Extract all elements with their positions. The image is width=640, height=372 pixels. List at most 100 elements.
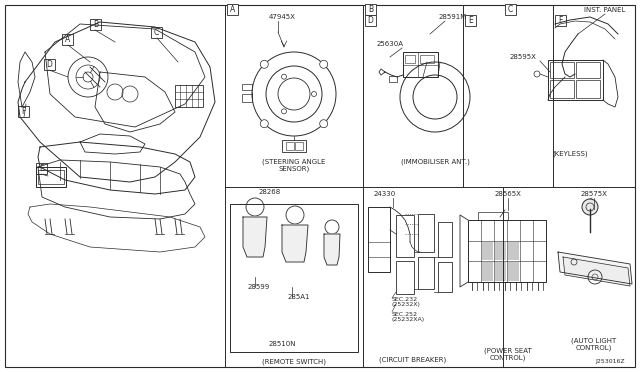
Text: F: F [558,16,563,25]
Bar [286,142,294,150]
Bar [38,170,64,184]
Text: SEC.252
(25232XA): SEC.252 (25232XA) [392,312,425,323]
Bar [230,204,358,352]
Circle shape [282,74,287,79]
Bar [396,261,414,294]
Text: B: B [93,20,98,29]
Circle shape [282,109,287,114]
Bar [36,167,66,187]
Circle shape [260,60,268,68]
Polygon shape [282,225,308,262]
Bar [482,262,493,281]
Text: (POWER SEAT
CONTROL): (POWER SEAT CONTROL) [484,347,532,361]
Text: (CIRCUIT BREAKER): (CIRCUIT BREAKER) [380,357,447,363]
Text: (AUTO LIGHT
CONTROL): (AUTO LIGHT CONTROL) [572,337,616,351]
Text: E: E [468,16,473,25]
Bar [482,242,493,260]
Text: C: C [508,5,513,14]
Bar [420,55,434,63]
Text: SEC.232
(25232X): SEC.232 (25232X) [392,296,421,307]
Text: J253016Z: J253016Z [595,359,625,365]
Circle shape [320,60,328,68]
Bar [287,253,299,261]
Text: A: A [65,35,70,44]
Bar [495,242,506,260]
Bar [555,15,566,26]
Text: 28599: 28599 [248,284,270,290]
Bar [286,230,304,239]
Bar [151,27,162,38]
Bar [508,262,519,281]
Bar [286,242,304,251]
Text: (REMOTE SWITCH): (REMOTE SWITCH) [262,359,326,365]
Text: (KEYLESS): (KEYLESS) [552,151,588,157]
Text: F: F [21,107,26,116]
Bar [576,80,600,98]
Text: 28510N: 28510N [268,341,296,347]
Bar [326,251,338,258]
Text: D: D [47,60,52,69]
Bar [18,106,29,117]
Text: A: A [230,5,235,14]
Text: 28595X: 28595X [509,54,536,60]
Bar [36,163,47,174]
Bar [405,55,415,63]
Bar [368,207,390,272]
Bar [282,140,306,152]
Text: 25630A: 25630A [376,41,403,47]
Bar [465,15,476,26]
Circle shape [320,120,328,128]
Bar [438,222,452,257]
Bar [365,4,376,15]
Bar [227,4,238,15]
Bar [44,59,55,70]
Bar [550,80,574,98]
Bar [550,62,574,78]
Polygon shape [558,252,632,284]
Text: D: D [367,16,373,25]
Bar [505,4,516,15]
Polygon shape [324,234,340,265]
Text: E: E [39,164,44,173]
Bar [576,62,600,78]
Polygon shape [243,217,267,257]
Bar [438,262,452,292]
Bar [242,84,252,90]
Bar [365,15,376,26]
Bar [478,212,508,220]
Text: 28565X: 28565X [495,191,522,197]
Text: B: B [368,5,373,14]
Circle shape [582,199,598,215]
Text: 24330: 24330 [374,191,396,197]
Text: 28575X: 28575X [580,191,607,197]
Bar [403,52,438,77]
Polygon shape [563,257,630,286]
Text: 285A1: 285A1 [288,294,310,300]
Bar [468,220,546,282]
Bar [548,60,603,100]
Bar [242,94,252,102]
Bar [495,262,506,281]
Bar [418,214,434,252]
Bar [326,240,338,248]
Bar [247,223,263,232]
Bar [396,215,414,257]
Bar [508,242,519,260]
Circle shape [312,92,317,96]
Text: 28591M: 28591M [439,14,467,20]
Text: (STEERING ANGLE
SENSOR): (STEERING ANGLE SENSOR) [262,158,326,172]
Text: 28268: 28268 [259,189,281,195]
Text: (IMMOBILISER ANT.): (IMMOBILISER ANT.) [401,159,469,165]
Text: INST. PANEL: INST. PANEL [584,7,625,13]
Bar [62,34,73,45]
Bar [295,142,303,150]
Circle shape [260,120,268,128]
Bar [247,235,263,244]
Bar [389,76,397,82]
Text: 47945X: 47945X [269,14,296,20]
Bar [418,257,434,289]
Bar [248,248,258,255]
Bar [90,19,101,30]
Bar [175,85,203,107]
Text: C: C [154,28,159,37]
